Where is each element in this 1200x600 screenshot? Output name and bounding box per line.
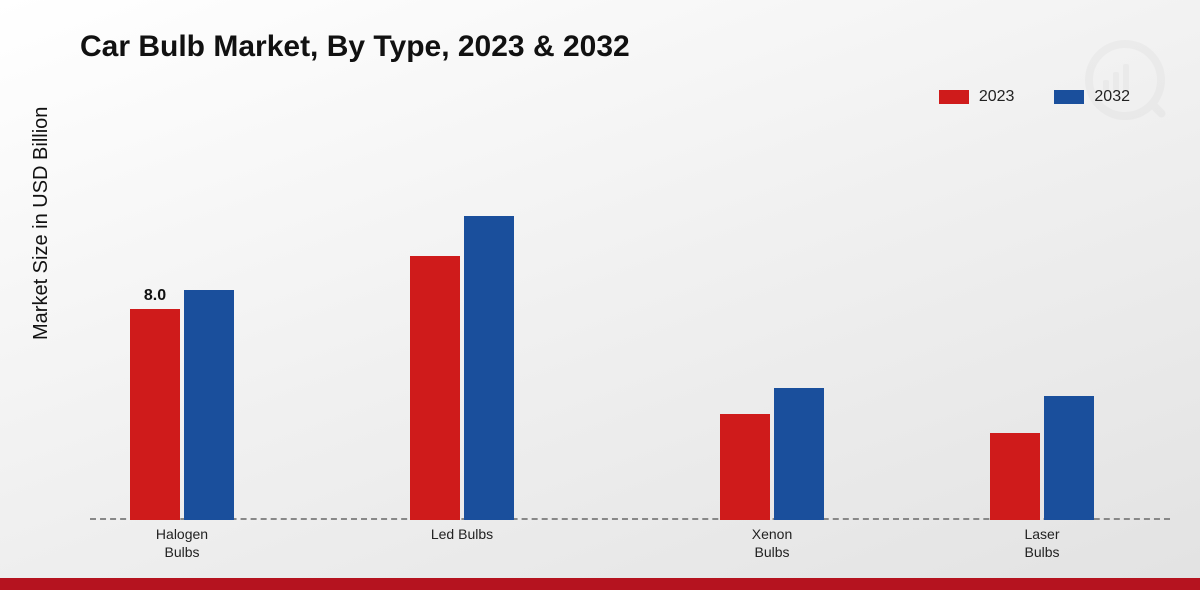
- bar-group: [410, 216, 514, 520]
- bar: [184, 290, 234, 520]
- chart-title: Car Bulb Market, By Type, 2023 & 2032: [80, 30, 630, 64]
- bar: [130, 309, 180, 520]
- bar: [990, 433, 1040, 520]
- legend: 2023 2032: [939, 88, 1130, 106]
- bar: [774, 388, 824, 520]
- legend-item-2032: 2032: [1054, 88, 1130, 106]
- bar-group: [990, 396, 1094, 520]
- y-axis-label: Market Size in USD Billion: [30, 107, 53, 340]
- x-axis-category-label: XenonBulbs: [712, 526, 832, 561]
- footer-white-strip: [0, 590, 1200, 600]
- bar: [410, 256, 460, 520]
- chart-canvas: Car Bulb Market, By Type, 2023 & 2032 20…: [0, 0, 1200, 600]
- x-axis-category-label: Led Bulbs: [402, 526, 522, 544]
- plot-area: 8.0: [90, 150, 1170, 520]
- watermark-logo: [1085, 40, 1165, 120]
- bar: [1044, 396, 1094, 520]
- x-axis-category-label: LaserBulbs: [982, 526, 1102, 561]
- bar: [720, 414, 770, 520]
- x-axis-labels: HalogenBulbs Led Bulbs XenonBulbs LaserBulb…: [90, 520, 1170, 570]
- bar: [464, 216, 514, 520]
- legend-label-2023: 2023: [979, 88, 1015, 106]
- footer-accent-bar: [0, 578, 1200, 590]
- bar-group: [130, 290, 234, 520]
- x-axis-category-label: HalogenBulbs: [122, 526, 242, 561]
- bar-group: [720, 388, 824, 520]
- legend-item-2023: 2023: [939, 88, 1015, 106]
- legend-swatch-2023: [939, 90, 969, 104]
- bar-value-label: 8.0: [130, 287, 180, 305]
- legend-swatch-2032: [1054, 90, 1084, 104]
- legend-label-2032: 2032: [1094, 88, 1130, 106]
